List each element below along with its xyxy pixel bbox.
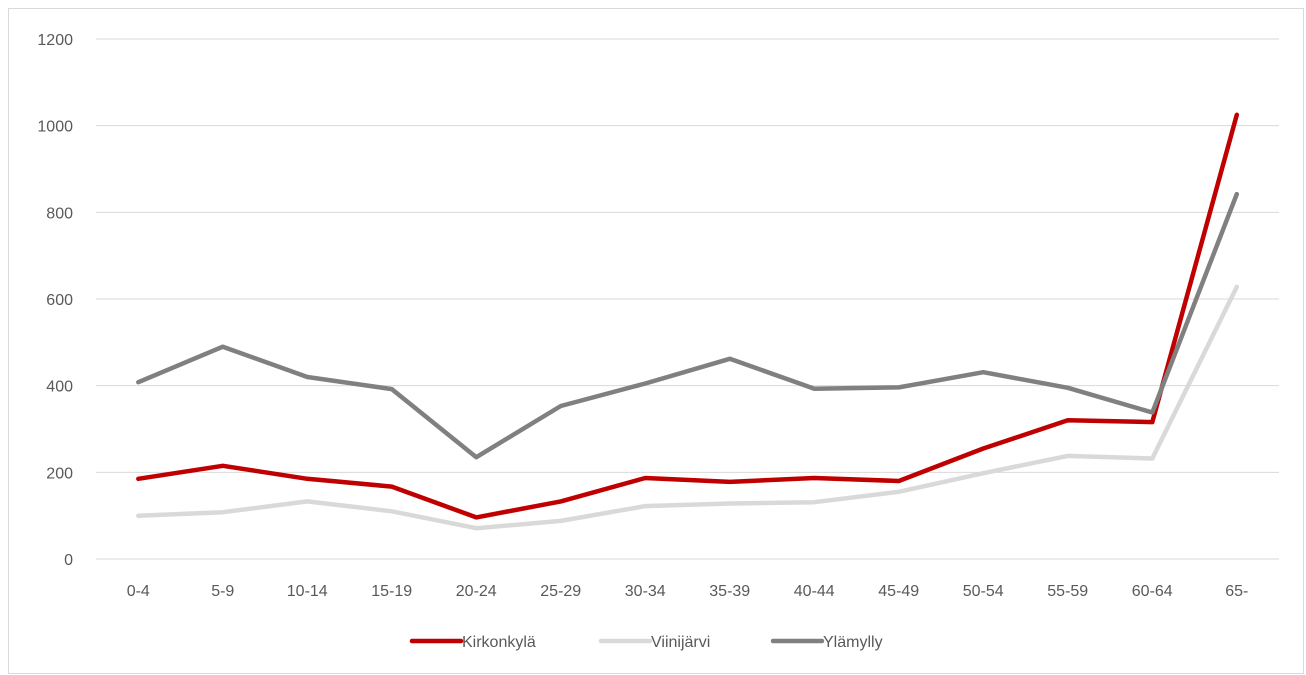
x-tick-label: 0-4 (127, 583, 150, 600)
x-tick-label: 40-44 (794, 583, 835, 600)
y-tick-label: 400 (46, 379, 73, 396)
y-tick-label: 200 (46, 465, 73, 482)
series-line-2 (136, 191, 1240, 460)
legend-label-2: Ylämylly (823, 634, 883, 651)
y-tick-label: 600 (46, 292, 73, 309)
x-tick-label: 60-64 (1132, 583, 1173, 600)
series-lines (136, 112, 1240, 531)
gridlines (96, 38, 1279, 560)
legend: Kirkonkylä Viinijärvi Ylämylly (409, 634, 883, 651)
y-tick-label: 1200 (37, 32, 73, 49)
x-tick-label: 20-24 (456, 583, 497, 600)
x-tick-label: 50-54 (963, 583, 1004, 600)
x-tick-label: 25-29 (540, 583, 581, 600)
y-axis-tick-labels: 0 200 400 600 800 1000 1200 (37, 32, 73, 569)
y-tick-label: 1000 (37, 119, 73, 136)
chart-frame (8, 8, 1304, 674)
y-tick-label: 800 (46, 205, 73, 222)
x-tick-label: 30-34 (625, 583, 666, 600)
x-tick-label: 15-19 (371, 583, 412, 600)
x-tick-label: 45-49 (878, 583, 919, 600)
legend-label-1: Viinijärvi (651, 634, 710, 651)
x-tick-label: 55-59 (1047, 583, 1088, 600)
x-tick-label: 10-14 (287, 583, 328, 600)
series-line-1 (136, 284, 1240, 531)
x-tick-label: 5-9 (211, 583, 234, 600)
x-tick-label: 65- (1225, 583, 1248, 600)
legend-label-0: Kirkonkylä (462, 634, 536, 651)
series-line-0 (136, 112, 1240, 520)
y-tick-label: 0 (64, 552, 73, 569)
x-axis-tick-labels: 0-4 5-9 10-14 15-19 20-24 25-29 30-34 35-39 40-4… (127, 583, 1249, 600)
x-tick-label: 35-39 (709, 583, 750, 600)
